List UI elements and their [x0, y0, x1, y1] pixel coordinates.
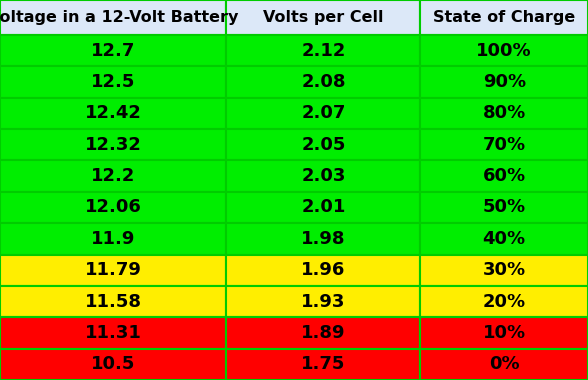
- Text: 1.89: 1.89: [301, 324, 346, 342]
- Text: 2.07: 2.07: [301, 105, 346, 122]
- Bar: [0, 348, 226, 380]
- Text: 60%: 60%: [483, 167, 526, 185]
- Text: 80%: 80%: [483, 105, 526, 122]
- Text: 90%: 90%: [483, 73, 526, 91]
- Text: 12.7: 12.7: [91, 42, 135, 60]
- Text: 20%: 20%: [483, 293, 526, 310]
- Text: 50%: 50%: [483, 198, 526, 217]
- Bar: [226, 286, 420, 317]
- Bar: [420, 35, 588, 66]
- Bar: [420, 317, 588, 348]
- Text: 1.75: 1.75: [301, 355, 346, 373]
- Bar: [0, 129, 226, 160]
- Text: 1.98: 1.98: [301, 230, 346, 248]
- Bar: [0, 255, 226, 286]
- Bar: [0, 317, 226, 348]
- Text: 12.06: 12.06: [85, 198, 142, 217]
- Text: 2.12: 2.12: [301, 42, 346, 60]
- Bar: [420, 348, 588, 380]
- Bar: [226, 160, 420, 192]
- Bar: [226, 255, 420, 286]
- Text: Voltage in a 12-Volt Battery: Voltage in a 12-Volt Battery: [0, 10, 238, 25]
- Text: 1.96: 1.96: [301, 261, 346, 279]
- Bar: [226, 223, 420, 255]
- Bar: [226, 348, 420, 380]
- Text: 12.32: 12.32: [85, 136, 142, 154]
- Bar: [420, 286, 588, 317]
- Bar: [420, 0, 588, 35]
- Text: State of Charge: State of Charge: [433, 10, 575, 25]
- Bar: [226, 192, 420, 223]
- Bar: [420, 129, 588, 160]
- Bar: [226, 0, 420, 35]
- Text: 11.31: 11.31: [85, 324, 142, 342]
- Text: 11.9: 11.9: [91, 230, 135, 248]
- Text: 12.42: 12.42: [85, 105, 142, 122]
- Bar: [0, 286, 226, 317]
- Bar: [0, 160, 226, 192]
- Text: 12.5: 12.5: [91, 73, 135, 91]
- Text: Volts per Cell: Volts per Cell: [263, 10, 383, 25]
- Bar: [420, 223, 588, 255]
- Text: 2.03: 2.03: [301, 167, 346, 185]
- Text: 40%: 40%: [483, 230, 526, 248]
- Bar: [226, 129, 420, 160]
- Text: 2.05: 2.05: [301, 136, 346, 154]
- Text: 2.01: 2.01: [301, 198, 346, 217]
- Bar: [420, 255, 588, 286]
- Bar: [420, 160, 588, 192]
- Text: 70%: 70%: [483, 136, 526, 154]
- Text: 11.79: 11.79: [85, 261, 142, 279]
- Bar: [0, 98, 226, 129]
- Bar: [420, 192, 588, 223]
- Text: 10.5: 10.5: [91, 355, 135, 373]
- Bar: [226, 35, 420, 66]
- Bar: [0, 192, 226, 223]
- Bar: [0, 223, 226, 255]
- Bar: [420, 98, 588, 129]
- Text: 11.58: 11.58: [85, 293, 142, 310]
- Bar: [226, 317, 420, 348]
- Text: 30%: 30%: [483, 261, 526, 279]
- Bar: [226, 66, 420, 98]
- Text: 0%: 0%: [489, 355, 520, 373]
- Text: 1.93: 1.93: [301, 293, 346, 310]
- Text: 2.08: 2.08: [301, 73, 346, 91]
- Bar: [420, 66, 588, 98]
- Text: 12.2: 12.2: [91, 167, 135, 185]
- Bar: [0, 0, 226, 35]
- Bar: [0, 66, 226, 98]
- Text: 100%: 100%: [476, 42, 532, 60]
- Bar: [0, 35, 226, 66]
- Text: 10%: 10%: [483, 324, 526, 342]
- Bar: [226, 98, 420, 129]
